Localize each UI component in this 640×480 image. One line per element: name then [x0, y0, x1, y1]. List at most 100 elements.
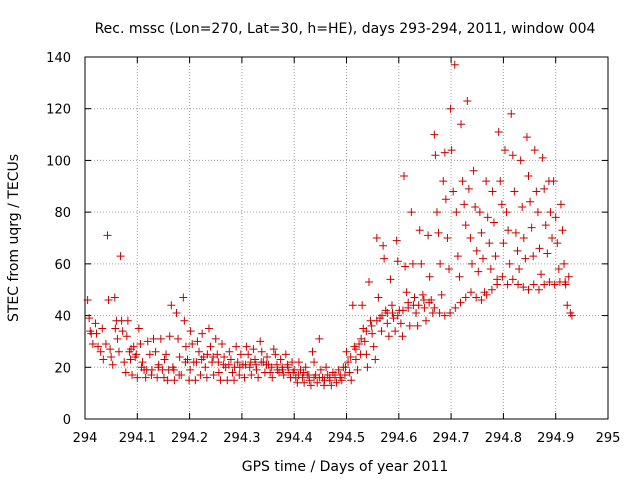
data-point: [475, 208, 484, 217]
data-point: [230, 376, 239, 385]
data-point: [232, 342, 241, 351]
data-point: [165, 332, 174, 341]
data-point: [138, 358, 147, 367]
data-point: [404, 298, 413, 307]
data-point: [201, 363, 210, 372]
data-point: [281, 350, 290, 359]
data-point: [132, 350, 141, 359]
data-point: [101, 340, 110, 349]
data-point: [122, 332, 131, 341]
y-tick-label: 0: [63, 413, 71, 428]
data-point: [128, 371, 137, 380]
data-point: [99, 355, 108, 364]
data-point: [540, 184, 549, 193]
x-axis-ticks: 294 294.1 294.2 294.3 294.4 294.5 294.6 294.7 29…: [73, 57, 620, 446]
data-point: [336, 373, 345, 382]
data-point: [235, 363, 244, 372]
data-point: [508, 151, 517, 160]
y-tick-label: 140: [46, 51, 71, 66]
x-tick-label: 294.4: [276, 431, 313, 446]
data-point: [257, 358, 266, 367]
data-point: [145, 350, 154, 359]
data-point: [364, 277, 373, 286]
data-point: [344, 358, 353, 367]
data-point: [405, 321, 414, 330]
x-tick-label: 294.8: [485, 431, 522, 446]
data-point: [306, 381, 315, 390]
data-point: [521, 254, 530, 263]
data-point: [435, 308, 444, 317]
data-point: [118, 327, 127, 336]
data-point: [151, 347, 160, 356]
data-point: [269, 345, 278, 354]
data-point: [543, 249, 552, 258]
data-point: [299, 368, 308, 377]
data-point: [469, 166, 478, 175]
data-point: [496, 177, 505, 186]
data-point: [503, 280, 512, 289]
data-point: [498, 272, 507, 281]
data-point: [357, 334, 366, 343]
data-point: [179, 293, 188, 302]
x-tick-label: 294.3: [223, 431, 260, 446]
data-point: [414, 301, 423, 310]
data-point: [457, 120, 466, 129]
data-point: [298, 373, 307, 382]
data-point: [348, 301, 357, 310]
data-point: [245, 363, 254, 372]
data-point: [192, 358, 201, 367]
data-point: [209, 371, 218, 380]
data-point: [110, 293, 119, 302]
data-point: [160, 355, 169, 364]
data-point: [193, 337, 202, 346]
data-point: [564, 272, 573, 281]
data-point: [505, 259, 514, 268]
data-point: [398, 332, 407, 341]
x-tick-label: 294.6: [380, 431, 417, 446]
data-point: [550, 280, 559, 289]
data-point: [202, 373, 211, 382]
data-point: [460, 200, 469, 209]
data-point: [425, 298, 434, 307]
data-point: [419, 296, 428, 305]
data-point: [493, 280, 502, 289]
data-point: [455, 272, 464, 281]
data-point: [389, 314, 398, 323]
data-point: [541, 221, 550, 230]
data-point: [351, 355, 360, 364]
data-point: [466, 234, 475, 242]
data-point: [407, 208, 416, 217]
data-point: [120, 358, 129, 367]
x-tick-label: 294.9: [537, 431, 574, 446]
data-point: [104, 296, 113, 305]
data-point: [162, 350, 171, 359]
data-point: [169, 365, 178, 374]
data-point: [367, 321, 376, 330]
data-point: [362, 327, 371, 336]
data-point: [392, 236, 401, 245]
data-point: [472, 293, 481, 302]
data-point: [474, 267, 483, 276]
data-point: [527, 223, 536, 232]
data-point: [278, 365, 287, 374]
data-point: [446, 308, 455, 317]
data-point: [479, 254, 488, 263]
data-point: [485, 239, 494, 248]
data-point: [529, 252, 538, 261]
data-point: [377, 327, 386, 336]
data-point: [256, 337, 265, 346]
data-point: [471, 202, 480, 211]
data-point: [504, 226, 513, 235]
data-point: [519, 283, 528, 292]
data-point: [213, 350, 222, 359]
data-point: [241, 360, 250, 369]
data-point: [175, 352, 184, 361]
data-point: [267, 363, 276, 372]
data-point: [558, 226, 567, 235]
data-point: [225, 347, 234, 356]
data-point: [431, 151, 440, 160]
data-point: [133, 373, 142, 382]
data-point: [206, 342, 215, 351]
data-point: [434, 228, 443, 237]
data-point: [420, 303, 429, 312]
